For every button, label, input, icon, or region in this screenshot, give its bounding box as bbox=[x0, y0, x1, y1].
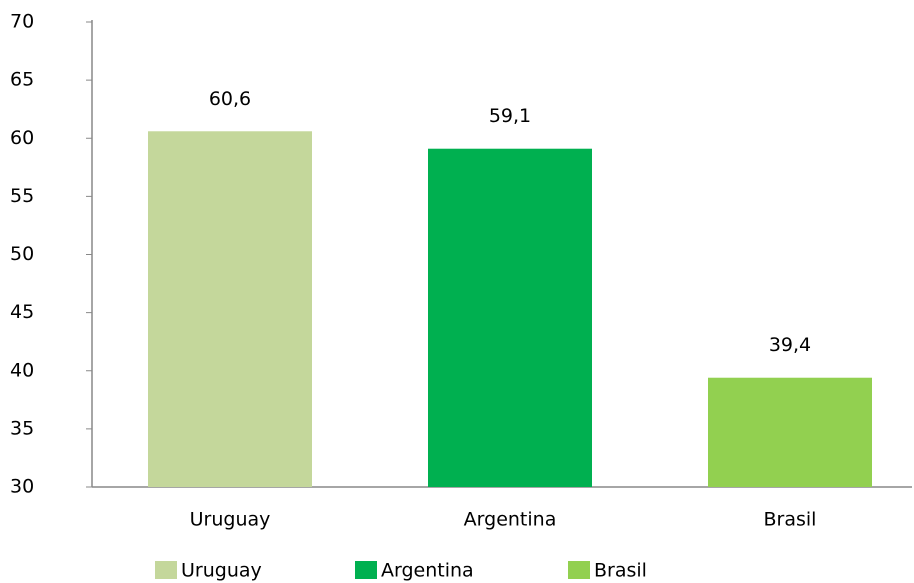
value-label: 59,1 bbox=[489, 105, 531, 127]
y-tick-label: 60 bbox=[10, 127, 34, 149]
x-tick-label: Uruguay bbox=[190, 509, 271, 531]
y-tick-label: 70 bbox=[10, 11, 34, 33]
bar bbox=[708, 377, 872, 487]
value-label: 60,6 bbox=[209, 88, 251, 110]
value-label: 39,4 bbox=[769, 334, 811, 356]
legend-label: Argentina bbox=[381, 560, 474, 582]
bar bbox=[148, 131, 312, 487]
x-tick-label: Brasil bbox=[764, 509, 817, 531]
y-tick-label: 65 bbox=[10, 69, 34, 91]
bar bbox=[428, 148, 592, 487]
legend-label: Brasil bbox=[594, 560, 647, 582]
legend-swatch bbox=[568, 561, 590, 579]
legend-label: Uruguay bbox=[181, 560, 262, 582]
x-tick-label: Argentina bbox=[464, 509, 557, 531]
legend-swatch bbox=[355, 561, 377, 579]
y-tick-label: 30 bbox=[10, 476, 34, 498]
y-tick-label: 40 bbox=[10, 359, 34, 381]
y-tick-label: 35 bbox=[10, 417, 34, 439]
y-tick-label: 45 bbox=[10, 301, 34, 323]
legend-swatch bbox=[155, 561, 177, 579]
y-tick-label: 55 bbox=[10, 185, 34, 207]
y-tick-label: 50 bbox=[10, 243, 34, 265]
